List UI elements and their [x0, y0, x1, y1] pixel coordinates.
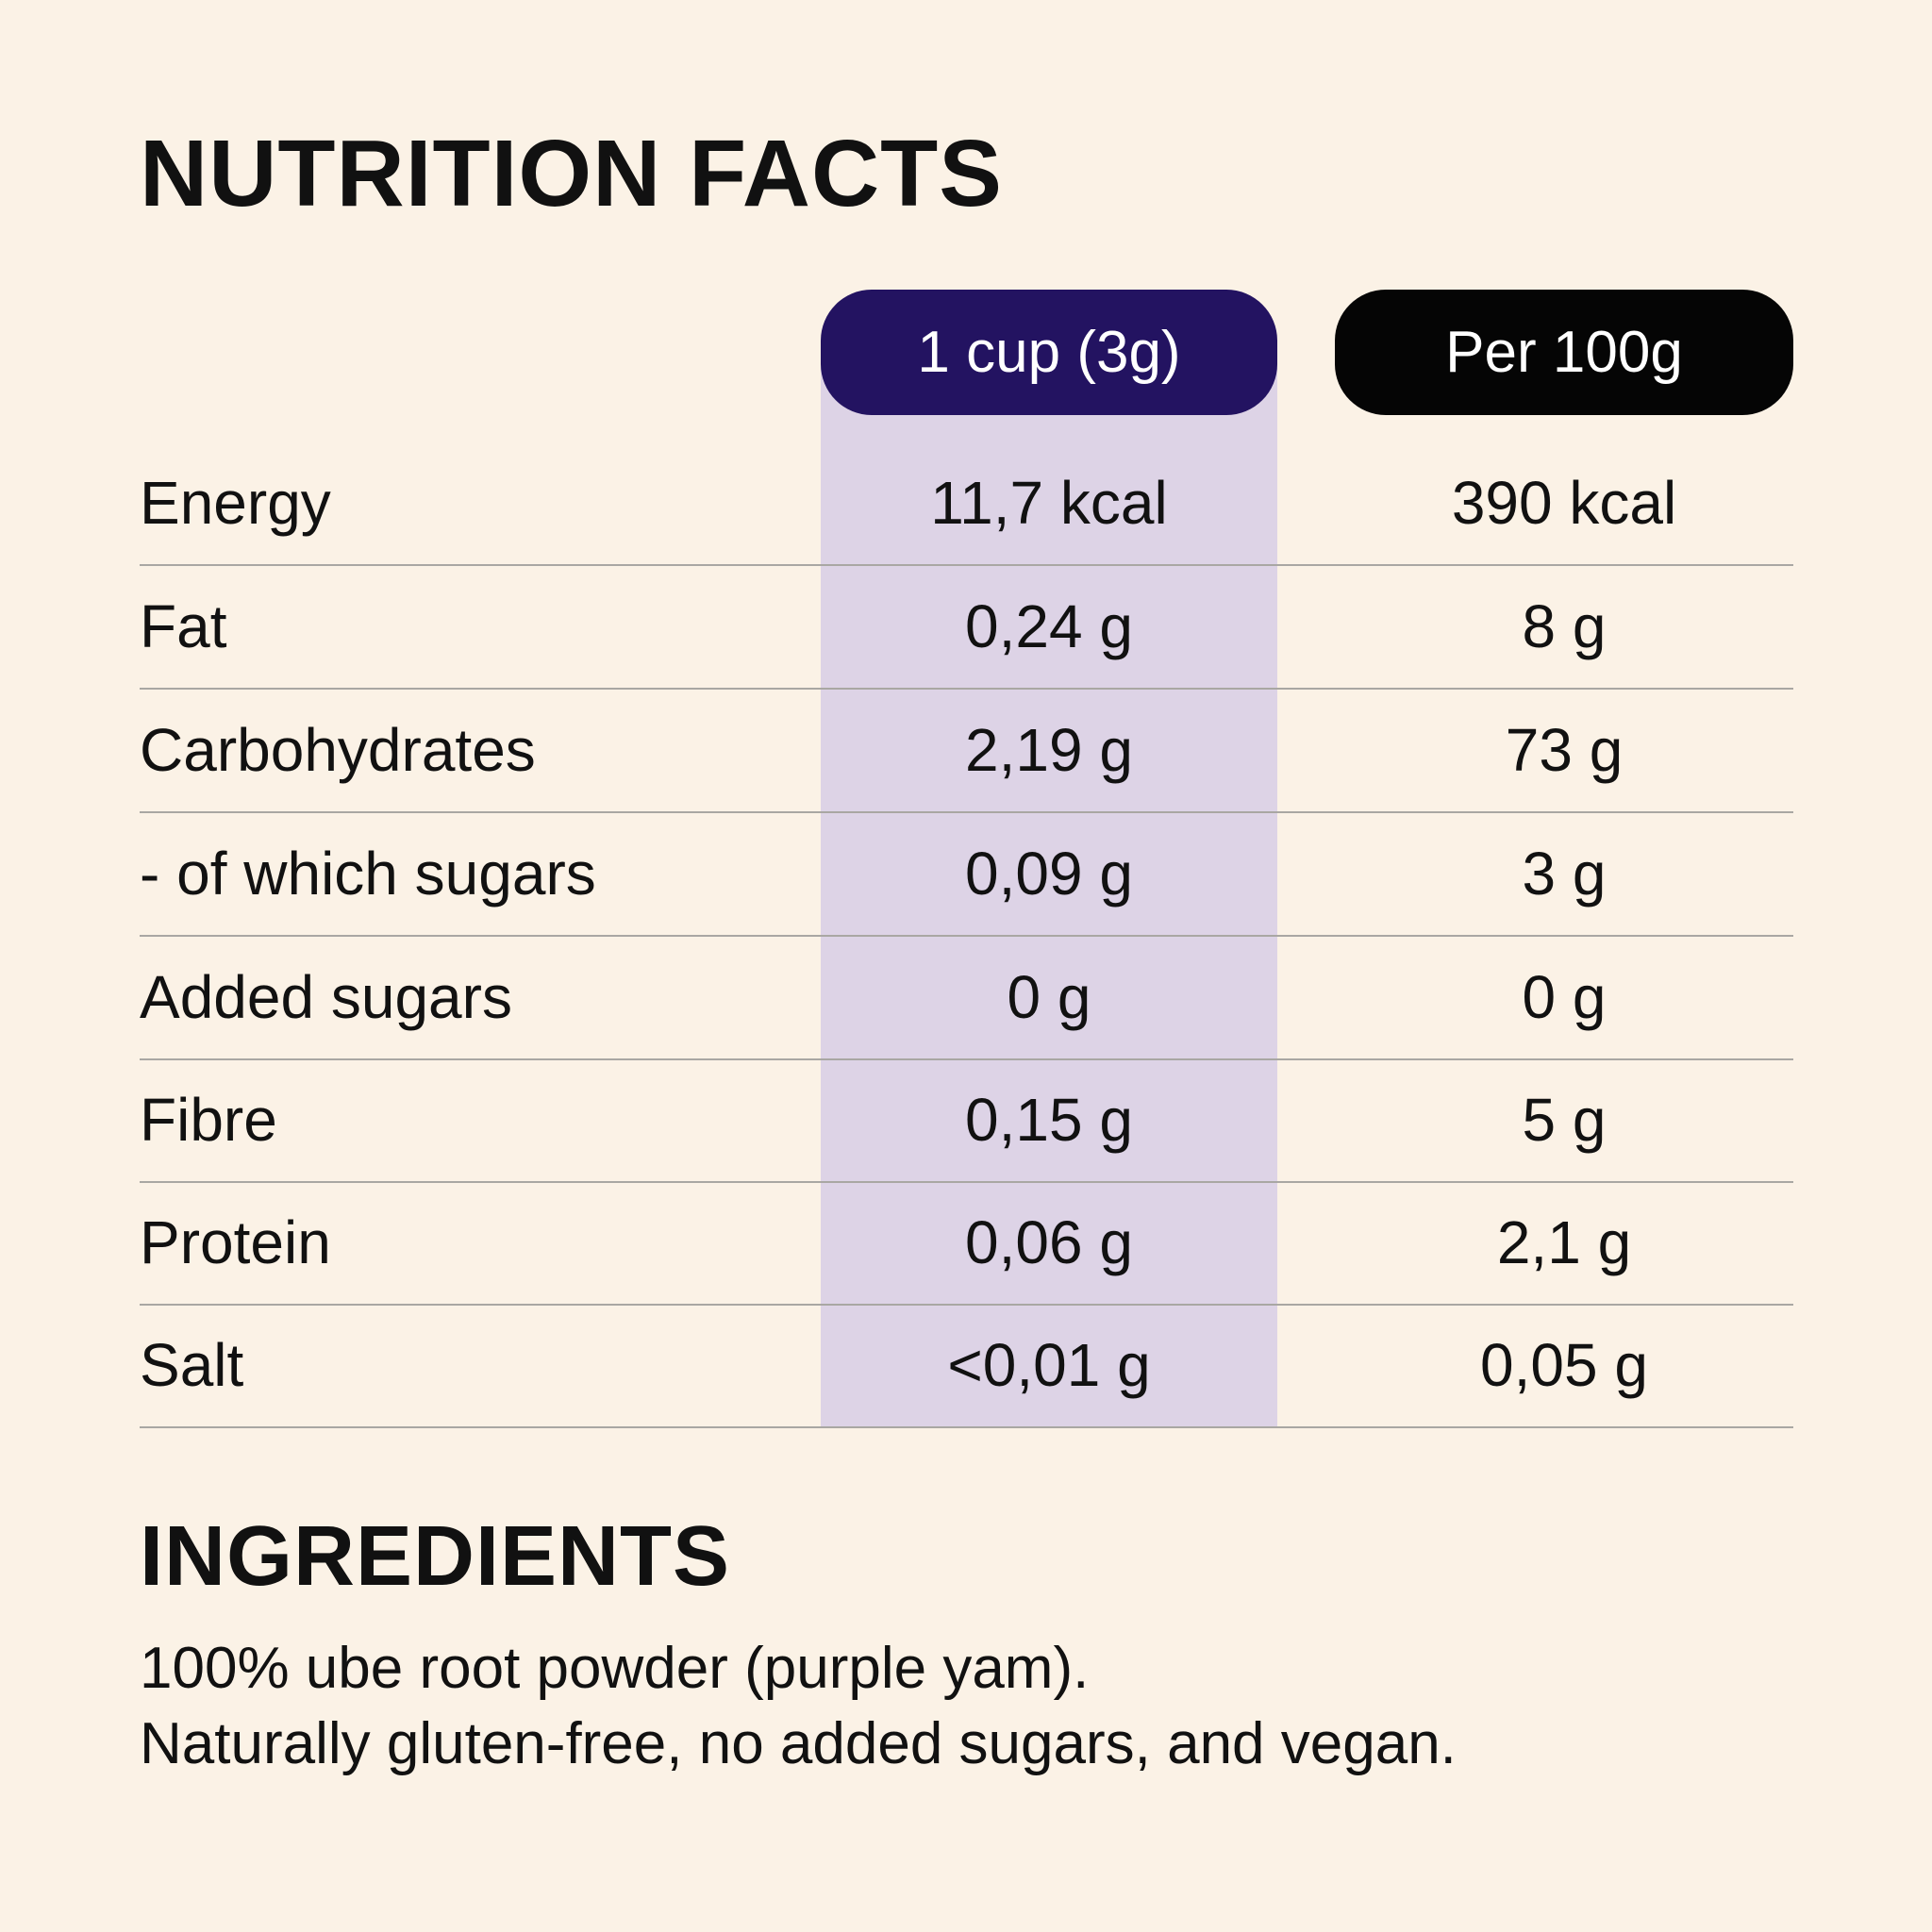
- row-per-100g-value: 0,05 g: [1480, 1331, 1648, 1399]
- per-100g-column-header: Per 100g: [1335, 290, 1793, 415]
- table-row-sugars: - of which sugars 0,09 g 3 g: [140, 812, 1793, 937]
- row-serving-value: 0,06 g: [965, 1208, 1133, 1276]
- ingredients-text-line-2: Naturally gluten-free, no added sugars, …: [140, 1711, 1457, 1776]
- serving-column-header: 1 cup (3g): [821, 290, 1277, 415]
- row-serving-value: 2,19 g: [965, 716, 1133, 784]
- row-per-100g-value: 2,1 g: [1496, 1208, 1632, 1276]
- row-serving-value: 0,24 g: [965, 592, 1133, 660]
- row-label: Added sugars: [140, 963, 512, 1031]
- table-row-protein: Protein 0,06 g 2,1 g: [140, 1181, 1793, 1306]
- row-label: Carbohydrates: [140, 716, 536, 784]
- table-row-added-sugars: Added sugars 0 g 0 g: [140, 936, 1793, 1060]
- row-label: Salt: [140, 1331, 244, 1399]
- row-per-100g-value: 3 g: [1522, 840, 1607, 908]
- table-row-fat: Fat 0,24 g 8 g: [140, 565, 1793, 690]
- row-label: Energy: [140, 469, 331, 537]
- row-per-100g-value: 73 g: [1505, 716, 1624, 784]
- row-serving-value: 0,09 g: [965, 840, 1133, 908]
- row-per-100g-value: 8 g: [1522, 592, 1607, 660]
- row-label: Fat: [140, 592, 227, 660]
- ingredients-text-line-1: 100% ube root powder (purple yam).: [140, 1636, 1090, 1701]
- row-label: Protein: [140, 1208, 331, 1276]
- row-serving-value: 0,15 g: [965, 1086, 1133, 1154]
- row-serving-value: 0 g: [1007, 963, 1091, 1031]
- serving-column-highlight: [821, 340, 1277, 1426]
- row-label: Fibre: [140, 1086, 277, 1154]
- row-serving-value: 11,7 kcal: [930, 469, 1168, 537]
- row-label: - of which sugars: [140, 840, 596, 908]
- row-per-100g-value: 0 g: [1522, 963, 1607, 1031]
- row-per-100g-value: 5 g: [1522, 1086, 1607, 1154]
- table-row-energy: Energy 11,7 kcal 390 kcal: [140, 441, 1793, 566]
- nutrition-facts-title: NUTRITION FACTS: [140, 121, 1003, 226]
- table-row-salt: Salt <0,01 g 0,05 g: [140, 1304, 1793, 1428]
- table-row-carbohydrates: Carbohydrates 2,19 g 73 g: [140, 689, 1793, 813]
- row-serving-value: <0,01 g: [947, 1331, 1151, 1399]
- table-row-fibre: Fibre 0,15 g 5 g: [140, 1058, 1793, 1183]
- row-per-100g-value: 390 kcal: [1451, 469, 1677, 537]
- ingredients-title: INGREDIENTS: [140, 1509, 731, 1604]
